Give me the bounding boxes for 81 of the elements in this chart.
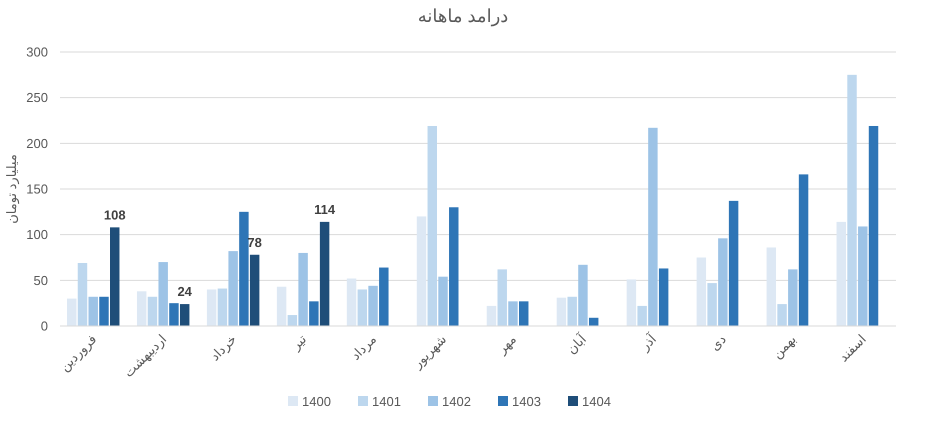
bar xyxy=(239,212,249,326)
x-tick-label: شهریور xyxy=(409,332,450,372)
bar xyxy=(788,269,798,326)
x-tick-label: مهر xyxy=(494,332,520,358)
bar xyxy=(158,262,168,326)
y-tick-label: 300 xyxy=(26,44,48,60)
bar xyxy=(66,298,76,326)
bar xyxy=(777,304,787,326)
y-tick-label: 250 xyxy=(26,90,48,106)
x-tick-label: اسفند xyxy=(836,332,869,365)
bar xyxy=(707,283,717,326)
bar xyxy=(868,126,878,326)
bar xyxy=(180,304,190,326)
bar xyxy=(228,251,238,326)
bar xyxy=(637,306,647,326)
bar xyxy=(88,296,98,326)
y-tick-label: 200 xyxy=(26,136,48,151)
x-tick-label: دی xyxy=(707,331,730,354)
y-tick-label: 100 xyxy=(26,227,48,242)
bar xyxy=(78,262,88,326)
bar xyxy=(358,289,368,326)
bar xyxy=(438,276,448,326)
bar xyxy=(276,286,286,326)
bar xyxy=(218,288,228,326)
x-tick-label: تیر xyxy=(288,331,310,354)
bar xyxy=(416,216,426,326)
chart-title: درامد ماهانه xyxy=(418,6,508,27)
x-tick-label: آذر xyxy=(636,330,661,355)
bar xyxy=(110,227,120,326)
bar xyxy=(798,174,808,326)
bar xyxy=(379,268,389,326)
legend-label: 1401 xyxy=(372,394,401,409)
legend-label: 1404 xyxy=(582,394,611,409)
bar xyxy=(578,264,588,326)
bar xyxy=(847,74,857,326)
bar xyxy=(320,222,330,326)
bar xyxy=(519,301,528,326)
bar xyxy=(728,200,738,326)
data-label: 114 xyxy=(314,202,336,217)
legend-label: 1402 xyxy=(442,394,471,409)
bar xyxy=(169,303,179,326)
bar xyxy=(136,291,146,326)
bar xyxy=(718,238,728,326)
y-tick-label: 0 xyxy=(40,318,48,334)
bar xyxy=(368,286,378,326)
bar xyxy=(486,306,496,326)
y-axis-title: میلیارد تومان xyxy=(4,154,20,224)
bar xyxy=(658,268,668,326)
legend-label: 1403 xyxy=(512,394,541,409)
y-tick-label: 50 xyxy=(34,272,48,288)
bar xyxy=(508,301,518,326)
bar xyxy=(626,279,636,326)
x-tick-label: خرداد xyxy=(207,332,240,364)
bar xyxy=(309,301,319,326)
bar xyxy=(250,254,260,326)
x-tick-label: اردیبهشت xyxy=(120,332,170,381)
bar xyxy=(696,258,706,326)
bar xyxy=(288,315,298,326)
bar xyxy=(497,269,507,326)
bar xyxy=(766,247,776,326)
x-tick-label: مرداد xyxy=(348,332,380,364)
bar xyxy=(148,296,158,326)
bar xyxy=(346,278,356,326)
bar xyxy=(858,226,868,326)
y-tick-label: 150 xyxy=(26,182,48,197)
bar xyxy=(556,298,566,326)
bar xyxy=(648,128,658,326)
bar xyxy=(298,252,308,326)
x-tick-label: آبان xyxy=(563,330,590,357)
bar xyxy=(588,318,598,326)
x-tick-label: فروردین xyxy=(56,332,100,375)
data-label: 24 xyxy=(177,284,193,300)
data-label: 108 xyxy=(104,207,126,222)
bar xyxy=(428,126,437,326)
bar xyxy=(206,289,216,326)
legend-label: 1400 xyxy=(302,394,331,409)
x-tick-label: بهمن xyxy=(769,332,800,362)
bar xyxy=(567,296,577,326)
bar xyxy=(836,222,846,326)
bar xyxy=(449,207,459,326)
bar xyxy=(99,296,109,326)
